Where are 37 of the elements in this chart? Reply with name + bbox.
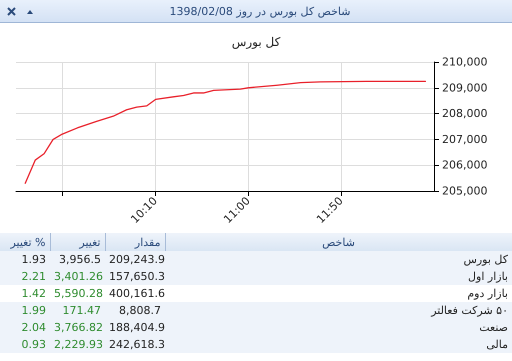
text: 171.47 [62, 303, 102, 319]
text: 3,401.26 [53, 269, 104, 285]
text: مالی [485, 337, 509, 353]
text: 3,956.5 [58, 252, 102, 268]
text: 400,161.6 [108, 286, 165, 302]
text: 2.21 [20, 269, 47, 285]
text: % تغییر [0, 233, 50, 251]
text: ۵۰ شرکت فعالتر [430, 303, 509, 319]
y-tick-label: 209,000 [442, 81, 488, 94]
text: 2,229.93 [53, 337, 104, 353]
text: بازار دوم [466, 286, 509, 302]
y-tick-label: 208,000 [442, 107, 488, 120]
text: صنعت [478, 320, 509, 336]
text: مقدار [105, 233, 165, 251]
text: 2.04 [20, 320, 47, 336]
text: 1.93 [20, 252, 47, 268]
y-tick-label: 206,000 [442, 158, 488, 172]
y-tick-label: 210,000 [442, 56, 488, 68]
text: 188,404.9 [108, 320, 165, 336]
text: 1.99 [20, 303, 47, 319]
text: 8,808.7 [118, 303, 162, 319]
text: شاخص [165, 233, 512, 251]
line-series [24, 80, 426, 184]
chart-subtitle: کل بورس [232, 35, 281, 49]
y-tick-label: 207,000 [442, 132, 488, 146]
text: 1.42 [20, 286, 47, 302]
text: 242,618.3 [108, 337, 165, 353]
text: 209,243.9 [108, 252, 165, 268]
text: تغییر [50, 233, 105, 251]
text: 0.93 [20, 337, 47, 353]
text: 5,590.28 [53, 286, 104, 302]
y-tick-label: 205,000 [442, 184, 488, 198]
text: 3,766.82 [53, 320, 104, 336]
text: بازار اول [467, 269, 509, 285]
chart-title: شاخص کل بورس در روز 1398/02/08 [168, 4, 352, 18]
text: کل بورس [462, 252, 509, 268]
text: 157,650.3 [108, 269, 165, 285]
